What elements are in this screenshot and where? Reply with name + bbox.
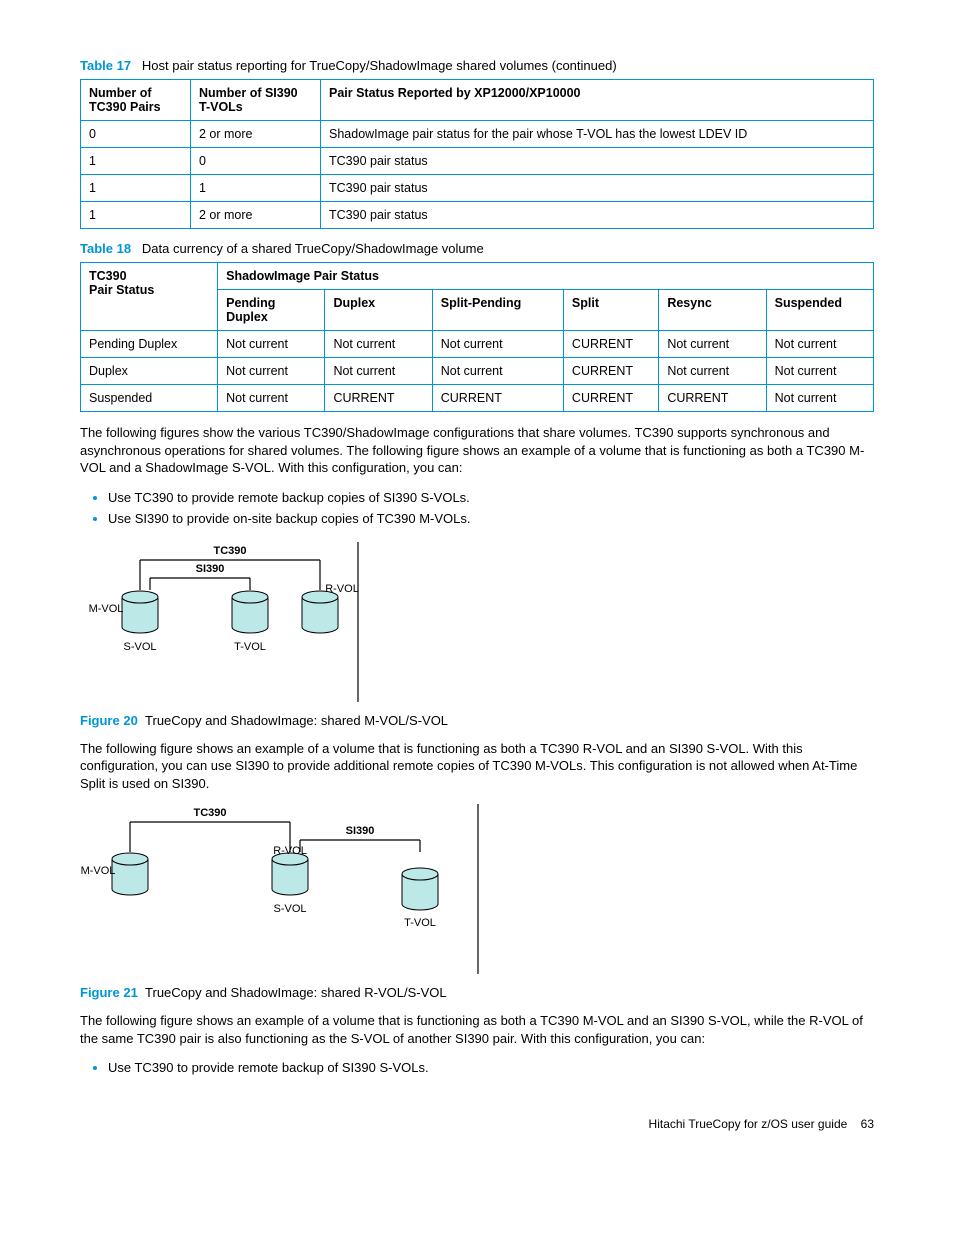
figure21-diagram: TC390 SI390 M-VOL R-VOL S-VOL T-VOL xyxy=(80,804,874,977)
table-cell: Not current xyxy=(218,331,325,358)
table-cell: CURRENT xyxy=(325,385,432,412)
table18-label: Table 18 xyxy=(80,241,131,256)
table-row: SuspendedNot currentCURRENTCURRENTCURREN… xyxy=(81,385,874,412)
table-cell: ShadowImage pair status for the pair who… xyxy=(321,121,874,148)
table-cell: Duplex xyxy=(81,358,218,385)
table-cell: Not current xyxy=(325,331,432,358)
table-row: DuplexNot currentNot currentNot currentC… xyxy=(81,358,874,385)
svg-text:R-VOL: R-VOL xyxy=(325,583,359,595)
list-item: Use TC390 to provide remote backup of SI… xyxy=(108,1059,874,1077)
svg-text:R-VOL: R-VOL xyxy=(273,845,307,857)
table-cell: Pending Duplex xyxy=(81,331,218,358)
figure21-caption: Figure 21 TrueCopy and ShadowImage: shar… xyxy=(80,985,874,1000)
table17-header-cell: Number of SI390 T-VOLs xyxy=(191,80,321,121)
table-row: 02 or moreShadowImage pair status for th… xyxy=(81,121,874,148)
table17-caption-text: Host pair status reporting for TrueCopy/… xyxy=(142,58,617,73)
svg-text:T-VOL: T-VOL xyxy=(404,917,436,929)
page-footer: Hitachi TrueCopy for z/OS user guide 63 xyxy=(80,1117,874,1131)
table-row: 11TC390 pair status xyxy=(81,175,874,202)
table-cell: Not current xyxy=(218,385,325,412)
footer-text: Hitachi TrueCopy for z/OS user guide xyxy=(649,1117,848,1131)
table-cell: CURRENT xyxy=(563,385,658,412)
table-row: 12 or moreTC390 pair status xyxy=(81,202,874,229)
svg-text:S-VOL: S-VOL xyxy=(123,641,156,653)
table-cell: TC390 pair status xyxy=(321,175,874,202)
table-cell: TC390 pair status xyxy=(321,202,874,229)
table-cell: 2 or more xyxy=(191,202,321,229)
table18-sub-header-cell: Pending Duplex xyxy=(218,290,325,331)
table-cell: CURRENT xyxy=(563,358,658,385)
table-cell: Not current xyxy=(432,331,563,358)
table-cell: Not current xyxy=(766,331,873,358)
table-cell: Not current xyxy=(766,385,873,412)
svg-text:TC390: TC390 xyxy=(193,807,226,819)
table18-top-header: ShadowImage Pair Status xyxy=(218,263,874,290)
table-cell: 2 or more xyxy=(191,121,321,148)
table-cell: Not current xyxy=(432,358,563,385)
table18-sub-header-cell: Duplex xyxy=(325,290,432,331)
table-cell: 1 xyxy=(191,175,321,202)
list-item: Use TC390 to provide remote backup copie… xyxy=(108,489,874,507)
table-cell: Not current xyxy=(659,358,766,385)
table17: Number of TC390 PairsNumber of SI390 T-V… xyxy=(80,79,874,229)
table-cell: Suspended xyxy=(81,385,218,412)
table18-sub-header-cell: Suspended xyxy=(766,290,873,331)
table-cell: 1 xyxy=(81,202,191,229)
table-row: Pending DuplexNot currentNot currentNot … xyxy=(81,331,874,358)
bullet-list-1: Use TC390 to provide remote backup copie… xyxy=(80,489,874,528)
svg-text:T-VOL: T-VOL xyxy=(234,641,266,653)
figure20-label: Figure 20 xyxy=(80,713,138,728)
table-cell: 0 xyxy=(81,121,191,148)
paragraph-intro: The following figures show the various T… xyxy=(80,424,874,477)
table-cell: Not current xyxy=(325,358,432,385)
svg-text:M-VOL: M-VOL xyxy=(81,865,116,877)
table18-caption: Table 18 Data currency of a shared TrueC… xyxy=(80,241,874,256)
table-cell: CURRENT xyxy=(432,385,563,412)
table17-label: Table 17 xyxy=(80,58,131,73)
table17-header-cell: Number of TC390 Pairs xyxy=(81,80,191,121)
table17-caption: Table 17 Host pair status reporting for … xyxy=(80,58,874,73)
table-cell: Not current xyxy=(659,331,766,358)
figure21-caption-text: TrueCopy and ShadowImage: shared R-VOL/S… xyxy=(145,985,447,1000)
table18-left-header: TC390 Pair Status xyxy=(81,263,218,331)
table-cell: 0 xyxy=(191,148,321,175)
table18-sub-header-cell: Split-Pending xyxy=(432,290,563,331)
table-cell: TC390 pair status xyxy=(321,148,874,175)
table18-sub-header-cell: Split xyxy=(563,290,658,331)
svg-text:SI390: SI390 xyxy=(346,825,375,837)
paragraph-3: The following figure shows an example of… xyxy=(80,1012,874,1047)
svg-text:M-VOL: M-VOL xyxy=(89,603,124,615)
table-cell: 1 xyxy=(81,175,191,202)
table18-sub-header-cell: Resync xyxy=(659,290,766,331)
footer-page-number: 63 xyxy=(861,1117,874,1131)
figure20-diagram: TC390 SI390 M-VOL R-VOL S-VOL T-VOL xyxy=(80,542,874,705)
figure20-caption: Figure 20 TrueCopy and ShadowImage: shar… xyxy=(80,713,874,728)
table18: TC390 Pair Status ShadowImage Pair Statu… xyxy=(80,262,874,412)
figure20-caption-text: TrueCopy and ShadowImage: shared M-VOL/S… xyxy=(145,713,448,728)
table-cell: CURRENT xyxy=(563,331,658,358)
table-row: 10TC390 pair status xyxy=(81,148,874,175)
table-cell: 1 xyxy=(81,148,191,175)
svg-text:SI390: SI390 xyxy=(196,563,225,575)
table17-header-cell: Pair Status Reported by XP12000/XP10000 xyxy=(321,80,874,121)
table-cell: Not current xyxy=(218,358,325,385)
list-item: Use SI390 to provide on-site backup copi… xyxy=(108,510,874,528)
table18-caption-text: Data currency of a shared TrueCopy/Shado… xyxy=(142,241,484,256)
figure21-label: Figure 21 xyxy=(80,985,138,1000)
table-cell: CURRENT xyxy=(659,385,766,412)
bullet-list-2: Use TC390 to provide remote backup of SI… xyxy=(80,1059,874,1077)
svg-text:TC390: TC390 xyxy=(213,545,246,557)
paragraph-2: The following figure shows an example of… xyxy=(80,740,874,793)
svg-text:S-VOL: S-VOL xyxy=(273,903,306,915)
table-cell: Not current xyxy=(766,358,873,385)
